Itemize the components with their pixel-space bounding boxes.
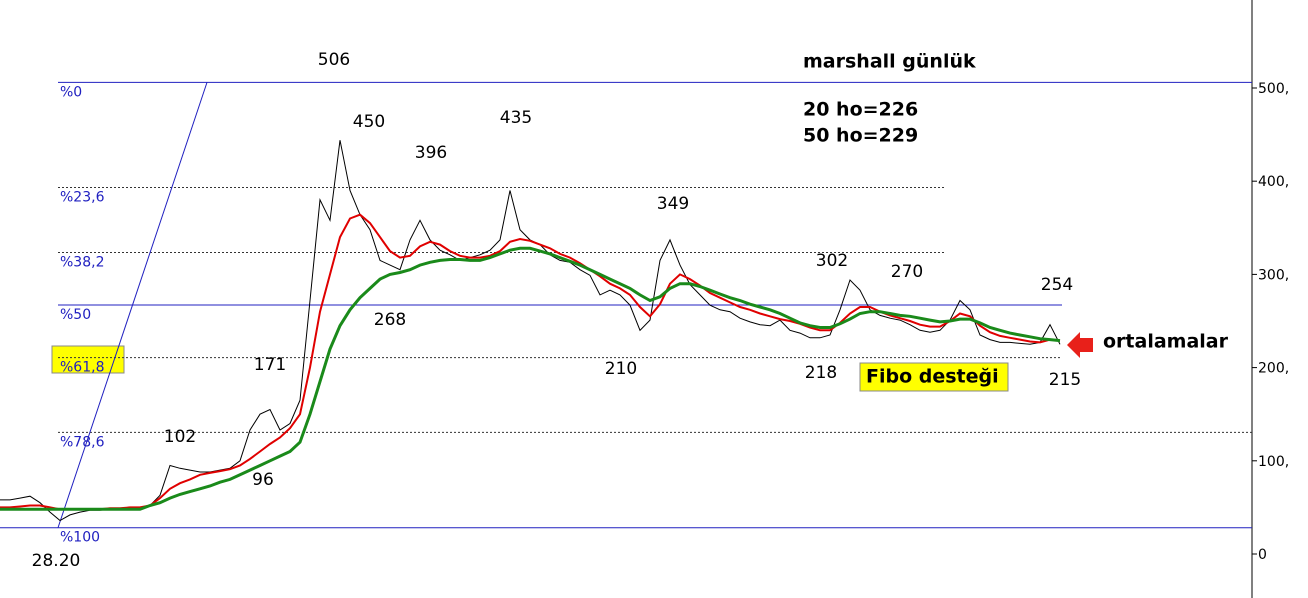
chart-title: marshall günlük <box>803 51 976 73</box>
fib-label: %38,2 <box>60 255 104 271</box>
note: ortalamalar <box>1103 331 1229 353</box>
annotation: 268 <box>374 310 406 330</box>
y-tick-label: 400, <box>1258 174 1289 190</box>
series-line <box>0 246 1061 511</box>
fib-label: %0 <box>60 84 82 100</box>
annotation: 435 <box>500 108 532 128</box>
subtitle: 20 ho=226 <box>803 99 918 121</box>
annotation: 218 <box>805 363 837 383</box>
y-tick-label: 200, <box>1258 361 1289 377</box>
fib-label: %61,8 <box>60 360 104 376</box>
annotation: 450 <box>353 112 385 132</box>
y-tick-label: 100, <box>1258 454 1289 470</box>
note-box <box>859 362 1009 392</box>
arrow <box>1067 332 1093 358</box>
subtitle: 50 ho=229 <box>803 125 918 147</box>
annotation: 396 <box>415 143 447 163</box>
fib-label: %50 <box>60 307 91 323</box>
annotation: 302 <box>816 251 848 271</box>
annotation: 349 <box>657 194 689 214</box>
annotation: 270 <box>891 262 923 282</box>
annotation: 102 <box>164 427 196 447</box>
fib-trend <box>57 82 208 528</box>
annotation: 96 <box>252 470 274 490</box>
annotation: 171 <box>254 355 286 375</box>
fib-label: %23,6 <box>60 189 105 205</box>
fib-label: %78,6 <box>60 434 105 450</box>
annotation: 215 <box>1049 370 1081 390</box>
y-tick-label: 500, <box>1258 81 1289 97</box>
annotation: 210 <box>605 359 637 379</box>
annotation: 506 <box>318 50 350 70</box>
annotation: 254 <box>1041 275 1073 295</box>
series-line <box>0 213 1061 511</box>
series-line <box>0 140 1061 522</box>
note: Fibo desteği <box>866 366 999 388</box>
y-tick-label: 300, <box>1258 267 1289 283</box>
fib-label: %100 <box>60 530 100 546</box>
annotation: 28.20 <box>32 551 81 571</box>
y-tick-label: 0 <box>1258 547 1267 563</box>
fib-highlight <box>51 345 125 374</box>
